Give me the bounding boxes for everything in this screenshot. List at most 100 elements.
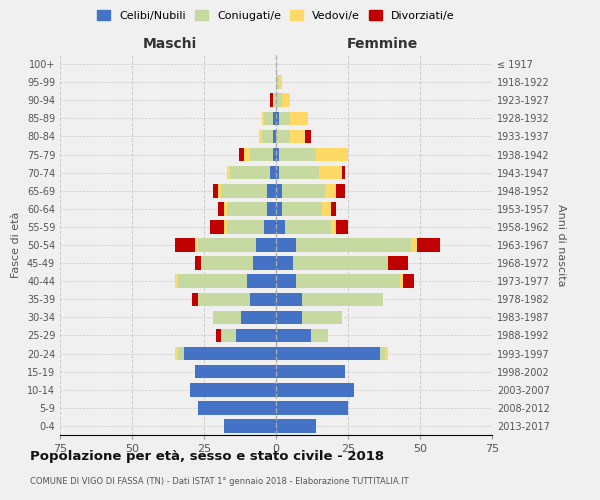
- Bar: [184, 347, 276, 360]
- Bar: [175, 274, 178, 288]
- Bar: [412, 238, 417, 252]
- Bar: [256, 238, 276, 252]
- Bar: [276, 220, 284, 234]
- Bar: [279, 112, 290, 125]
- Bar: [302, 292, 383, 306]
- Bar: [218, 202, 224, 215]
- Bar: [273, 94, 276, 107]
- Y-axis label: Anni di nascita: Anni di nascita: [556, 204, 566, 286]
- Bar: [268, 202, 276, 215]
- Bar: [244, 148, 250, 162]
- Bar: [218, 184, 221, 198]
- Bar: [273, 130, 276, 143]
- Bar: [337, 184, 345, 198]
- Bar: [279, 148, 316, 162]
- Bar: [331, 220, 337, 234]
- Bar: [279, 76, 282, 89]
- Bar: [212, 310, 241, 324]
- Bar: [331, 202, 337, 215]
- Bar: [276, 347, 380, 360]
- Bar: [305, 130, 311, 143]
- Bar: [198, 292, 250, 306]
- Bar: [276, 328, 311, 342]
- Bar: [178, 347, 184, 360]
- Bar: [196, 256, 201, 270]
- Bar: [296, 274, 400, 288]
- Bar: [230, 166, 270, 179]
- Bar: [175, 238, 196, 252]
- Bar: [198, 401, 276, 414]
- Bar: [193, 292, 198, 306]
- Bar: [403, 274, 414, 288]
- Bar: [273, 112, 276, 125]
- Bar: [276, 292, 302, 306]
- Bar: [241, 310, 276, 324]
- Bar: [215, 328, 221, 342]
- Bar: [388, 256, 409, 270]
- Bar: [201, 256, 253, 270]
- Bar: [276, 184, 282, 198]
- Bar: [316, 148, 348, 162]
- Bar: [276, 401, 348, 414]
- Bar: [190, 383, 276, 396]
- Bar: [400, 274, 403, 288]
- Bar: [282, 94, 290, 107]
- Bar: [342, 166, 345, 179]
- Bar: [276, 383, 354, 396]
- Bar: [227, 220, 265, 234]
- Bar: [221, 184, 268, 198]
- Bar: [224, 220, 227, 234]
- Bar: [276, 256, 293, 270]
- Bar: [276, 148, 279, 162]
- Bar: [279, 166, 319, 179]
- Bar: [239, 148, 244, 162]
- Bar: [276, 419, 316, 432]
- Bar: [221, 328, 236, 342]
- Bar: [276, 76, 279, 89]
- Bar: [276, 166, 279, 179]
- Bar: [282, 184, 325, 198]
- Bar: [290, 130, 305, 143]
- Bar: [273, 148, 276, 162]
- Bar: [265, 220, 276, 234]
- Bar: [284, 220, 331, 234]
- Bar: [385, 347, 388, 360]
- Bar: [265, 112, 273, 125]
- Bar: [212, 184, 218, 198]
- Bar: [276, 130, 290, 143]
- Bar: [319, 166, 342, 179]
- Y-axis label: Fasce di età: Fasce di età: [11, 212, 21, 278]
- Bar: [224, 419, 276, 432]
- Bar: [417, 238, 440, 252]
- Bar: [337, 220, 348, 234]
- Text: Maschi: Maschi: [142, 38, 197, 52]
- Bar: [290, 112, 308, 125]
- Bar: [270, 166, 276, 179]
- Legend: Celibi/Nubili, Coniugati/e, Vedovi/e, Divorziati/e: Celibi/Nubili, Coniugati/e, Vedovi/e, Di…: [95, 8, 457, 24]
- Bar: [282, 202, 322, 215]
- Bar: [270, 94, 273, 107]
- Bar: [210, 220, 224, 234]
- Bar: [196, 238, 198, 252]
- Bar: [276, 238, 296, 252]
- Bar: [276, 94, 282, 107]
- Bar: [276, 274, 296, 288]
- Bar: [276, 112, 279, 125]
- Bar: [227, 166, 230, 179]
- Bar: [276, 365, 345, 378]
- Bar: [268, 184, 276, 198]
- Bar: [262, 130, 273, 143]
- Bar: [224, 202, 227, 215]
- Bar: [262, 112, 265, 125]
- Bar: [276, 310, 302, 324]
- Text: Femmine: Femmine: [347, 38, 418, 52]
- Text: Popolazione per età, sesso e stato civile - 2018: Popolazione per età, sesso e stato civil…: [30, 450, 384, 463]
- Bar: [325, 184, 337, 198]
- Bar: [198, 238, 256, 252]
- Bar: [236, 328, 276, 342]
- Bar: [247, 274, 276, 288]
- Bar: [302, 310, 342, 324]
- Bar: [227, 202, 268, 215]
- Bar: [293, 256, 388, 270]
- Bar: [253, 256, 276, 270]
